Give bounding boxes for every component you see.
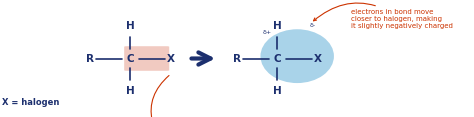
Text: X: X [314,53,322,64]
Text: R: R [233,53,240,64]
FancyBboxPatch shape [124,46,169,71]
Text: X = halogen: X = halogen [2,99,60,107]
Ellipse shape [260,29,334,83]
Text: C: C [273,53,281,64]
Text: X is more
electronegative
than carbon: X is more electronegative than carbon [129,75,186,117]
Text: H: H [126,21,135,31]
Text: C: C [127,53,134,64]
Text: X: X [167,53,175,64]
Text: R: R [86,53,93,64]
Text: H: H [126,86,135,96]
Text: electrons in bond move
closer to halogen, making
it slightly negatively charged: electrons in bond move closer to halogen… [313,3,453,29]
Text: H: H [273,86,282,96]
Text: δ-: δ- [310,23,316,28]
Text: H: H [273,21,282,31]
Text: δ+: δ+ [262,30,272,35]
